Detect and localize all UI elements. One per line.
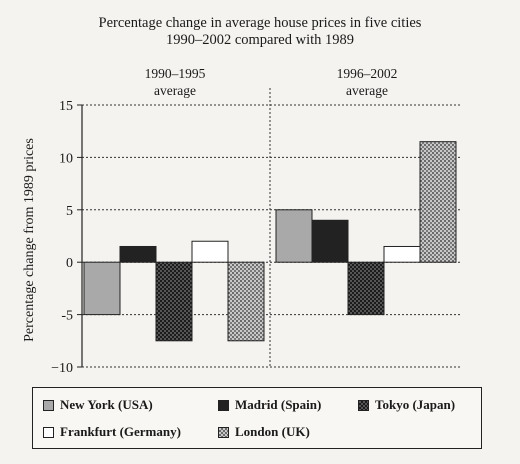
chart-title-line1: Percentage change in average house price…: [98, 15, 422, 31]
legend-swatch-london: [218, 426, 229, 438]
bars: [83, 141, 457, 342]
chart-title-line2: 1990–2002 compared with 1989: [165, 32, 355, 48]
legend-label-frankfurt: Frankfurt (Germany): [60, 424, 181, 439]
y-tick-label: −10: [51, 361, 73, 376]
legend-item-tokyo: Tokyo (Japan): [358, 397, 455, 413]
bar-london-uk-1: [227, 261, 265, 342]
legend-item-new-york: New York (USA): [43, 397, 153, 413]
legend-swatch-new-york: [43, 399, 54, 411]
legend-swatch-madrid: [218, 399, 229, 411]
bar-frankfurt-germany-1: [191, 240, 229, 263]
y-tick-label: -5: [61, 309, 73, 324]
bar-frankfurt-germany-2: [383, 245, 421, 263]
legend-item-frankfurt: Frankfurt (Germany): [43, 424, 181, 440]
gridlines: [82, 88, 462, 368]
bar-tokyo-japan-1: [155, 261, 193, 342]
y-tick-label: 0: [66, 256, 73, 271]
bar-london-uk-2: [419, 141, 457, 263]
bar-new-york-usa-2: [275, 209, 313, 263]
legend-item-london: London (UK): [218, 424, 310, 440]
bar-madrid-spain-2: [311, 219, 349, 263]
period-label-2-line2: average: [346, 83, 388, 98]
period-label-1: 1990–1995 average: [115, 65, 235, 99]
period-label-2: 1996–2002 average: [307, 65, 427, 99]
period-label-1-line1: 1990–1995: [144, 66, 206, 81]
bar-madrid-spain-1: [119, 245, 157, 263]
y-tick-label: 10: [59, 151, 73, 166]
legend-item-madrid: Madrid (Spain): [218, 397, 321, 413]
period-label-2-line1: 1996–2002: [336, 66, 398, 81]
legend: New York (USA) Madrid (Spain) Tokyo (Jap…: [32, 387, 482, 449]
legend-label-tokyo: Tokyo (Japan): [375, 397, 456, 412]
legend-label-london: London (UK): [235, 424, 310, 439]
y-tick-label: 5: [66, 204, 73, 219]
y-axis: −10 -5 0 5 10 15: [51, 99, 83, 376]
bar-tokyo-japan-2: [347, 261, 385, 316]
period-label-1-line2: average: [154, 83, 196, 98]
y-tick-label: 15: [59, 99, 73, 114]
legend-label-madrid: Madrid (Spain): [235, 397, 322, 412]
legend-swatch-frankfurt: [43, 426, 54, 438]
legend-swatch-tokyo: [358, 399, 369, 411]
bar-new-york-usa-1: [83, 261, 121, 316]
chart-plot: −10 -5 0 5 10 15: [51, 88, 462, 376]
legend-label-new-york: New York (USA): [60, 397, 153, 412]
